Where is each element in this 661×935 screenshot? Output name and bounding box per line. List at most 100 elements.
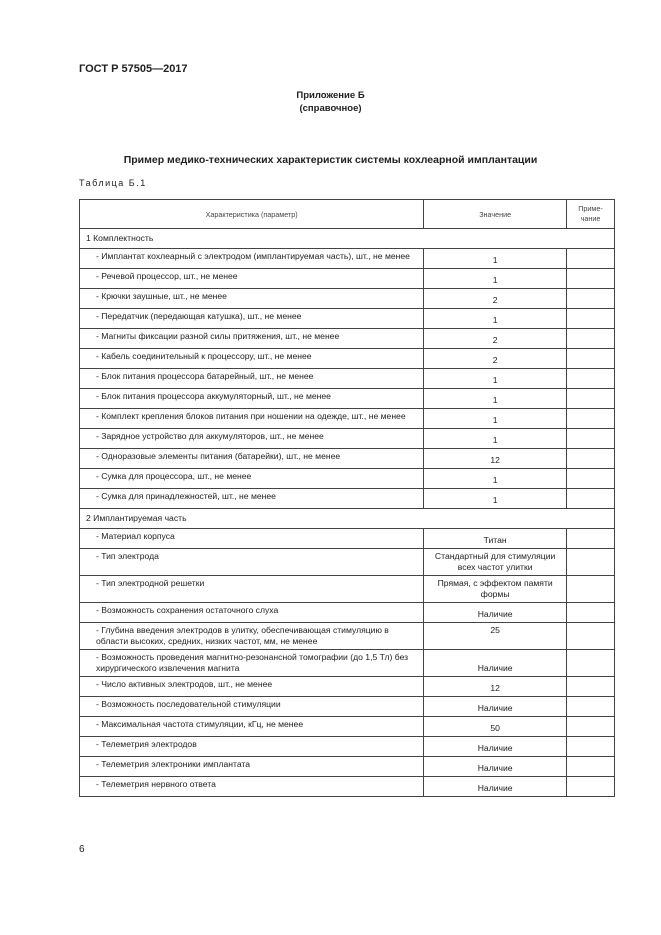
table-header-row: Характеристика (параметр) Значение Приме… [78,199,615,229]
header-note: Приме- чание [566,199,615,229]
table-row: - Телеметрия электродов Наличие [78,736,615,757]
note-cell [566,268,615,289]
note-cell [566,448,615,469]
note-cell [566,696,615,717]
page-title: Пример медико-технических характеристик … [123,154,538,166]
table-row: - Глубина введения электродов в улитку, … [78,622,615,650]
note-cell [566,348,615,369]
table-row: - Тип электродной решетки Прямая, с эффек… [78,575,615,603]
note-cell [566,602,615,623]
parameter-cell: - Материал корпуса [78,528,425,549]
table-row: - Речевой процессор, шт., не менее 1 [78,268,615,289]
table-row: - Максимальная частота стимуляции, кГц, … [78,716,615,737]
parameter-cell: - Крючки заушные, шт., не менее [78,288,425,309]
note-cell [566,528,615,549]
note-cell [566,248,615,269]
section-title: 1 Комплектность [79,228,615,249]
table-row: - Материал корпуса Титан [78,528,615,549]
table-row: - Крючки заушные, шт., не менее 2 [78,288,615,309]
value-cell: Наличие [423,602,568,623]
parameter-cell: - Имплантат кохлеарный с электродом (имп… [78,248,425,269]
value-cell: 2 [423,288,568,309]
note-cell [566,468,615,489]
parameter-cell: - Число активных электродов, шт., не мен… [78,676,425,697]
note-cell [566,575,615,603]
value-cell: 1 [423,268,568,289]
note-cell [566,736,615,757]
table-row: - Магниты фиксации разной силы притяжени… [78,328,615,349]
note-cell [566,649,615,677]
parameter-cell: - Блок питания процессора аккумуляторный… [78,388,425,409]
note-cell [566,548,615,576]
value-cell: 50 [423,716,568,737]
note-cell [566,368,615,389]
value-cell: 1 [423,468,568,489]
value-cell: 12 [423,676,568,697]
value-cell: 1 [423,308,568,329]
parameter-cell: - Зарядное устройство для аккумуляторов,… [78,428,425,449]
value-cell: Наличие [423,756,568,777]
section-title: 2 Имплантируемая часть [79,508,615,529]
value-cell: Титан [423,528,568,549]
parameter-cell: - Глубина введения электродов в улитку, … [78,622,425,650]
value-cell: Наличие [423,649,568,677]
value-cell: 2 [423,328,568,349]
parameter-cell: - Телеметрия электроники имплантата [78,756,425,777]
value-cell: 1 [423,428,568,449]
table-row: - Передатчик (передающая катушка), шт., … [78,308,615,329]
value-cell: 1 [423,368,568,389]
note-cell [566,328,615,349]
value-cell: Наличие [423,776,568,797]
value-cell: 25 [423,622,568,650]
table-row: - Телеметрия нервного ответа Наличие [78,776,615,797]
table-row: - Имплантат кохлеарный с электродом (имп… [78,248,615,269]
value-cell: 1 [423,248,568,269]
note-cell [566,488,615,509]
parameter-cell: - Передатчик (передающая катушка), шт., … [78,308,425,329]
note-cell [566,756,615,777]
table-row: - Одноразовые элементы питания (батарейк… [78,448,615,469]
parameter-cell: - Тип электрода [78,548,425,576]
value-cell: 12 [423,448,568,469]
parameter-cell: - Комплект крепления блоков питания при … [78,408,425,429]
value-cell: Прямая, с эффектом памяти формы [423,575,568,603]
table-row: - Блок питания процессора аккумуляторный… [78,388,615,409]
parameter-cell: - Магниты фиксации разной силы притяжени… [78,328,425,349]
note-cell [566,428,615,449]
table-row: - Число активных электродов, шт., не мен… [78,676,615,697]
note-cell [566,288,615,309]
table-section-row: 2 Имплантируемая часть [79,508,615,529]
note-cell [566,388,615,409]
appendix-subtitle: (справочное) [299,103,362,114]
parameter-cell: - Сумка для процессора, шт., не менее [78,468,425,489]
parameter-cell: - Блок питания процессора батарейный, шт… [78,368,425,389]
table-row: - Тип электрода Стандартный для стимуляци… [78,548,615,576]
table-row: - Сумка для принадлежностей, шт., не мен… [78,488,615,509]
header-parameter: Характеристика (параметр) [78,199,425,229]
parameter-cell: - Телеметрия электродов [78,736,425,757]
value-cell: 1 [423,408,568,429]
parameter-cell: - Речевой процессор, шт., не менее [78,268,425,289]
document-id: ГОСТ Р 57505—2017 [79,63,188,75]
table-section-row: 1 Комплектность [79,228,615,249]
header-value: Значение [423,199,568,229]
value-cell: 1 [423,488,568,509]
value-cell: 2 [423,348,568,369]
table-row: - Блок питания процессора батарейный, шт… [78,368,615,389]
table-row: - Возможность проведения магнитно-резона… [78,649,615,677]
table-label: Таблица Б.1 [79,178,147,188]
table-row: - Возможность последовательной стимуляци… [78,696,615,717]
table-row: - Сумка для процессора, шт., не менее 1 [78,468,615,489]
parameter-cell: - Сумка для принадлежностей, шт., не мен… [78,488,425,509]
parameter-cell: - Тип электродной решетки [78,575,425,603]
parameter-cell: - Максимальная частота стимуляции, кГц, … [78,716,425,737]
table-row: - Комплект крепления блоков питания при … [78,408,615,429]
parameter-cell: - Возможность проведения магнитно-резона… [78,649,425,677]
appendix-title: Приложение Б [296,90,365,101]
note-cell [566,776,615,797]
table-row: - Возможность сохранения остаточного слу… [78,602,615,623]
note-cell [566,308,615,329]
table-row: - Кабель соединительный к процессору, шт… [78,348,615,369]
note-cell [566,716,615,737]
parameter-cell: - Телеметрия нервного ответа [78,776,425,797]
